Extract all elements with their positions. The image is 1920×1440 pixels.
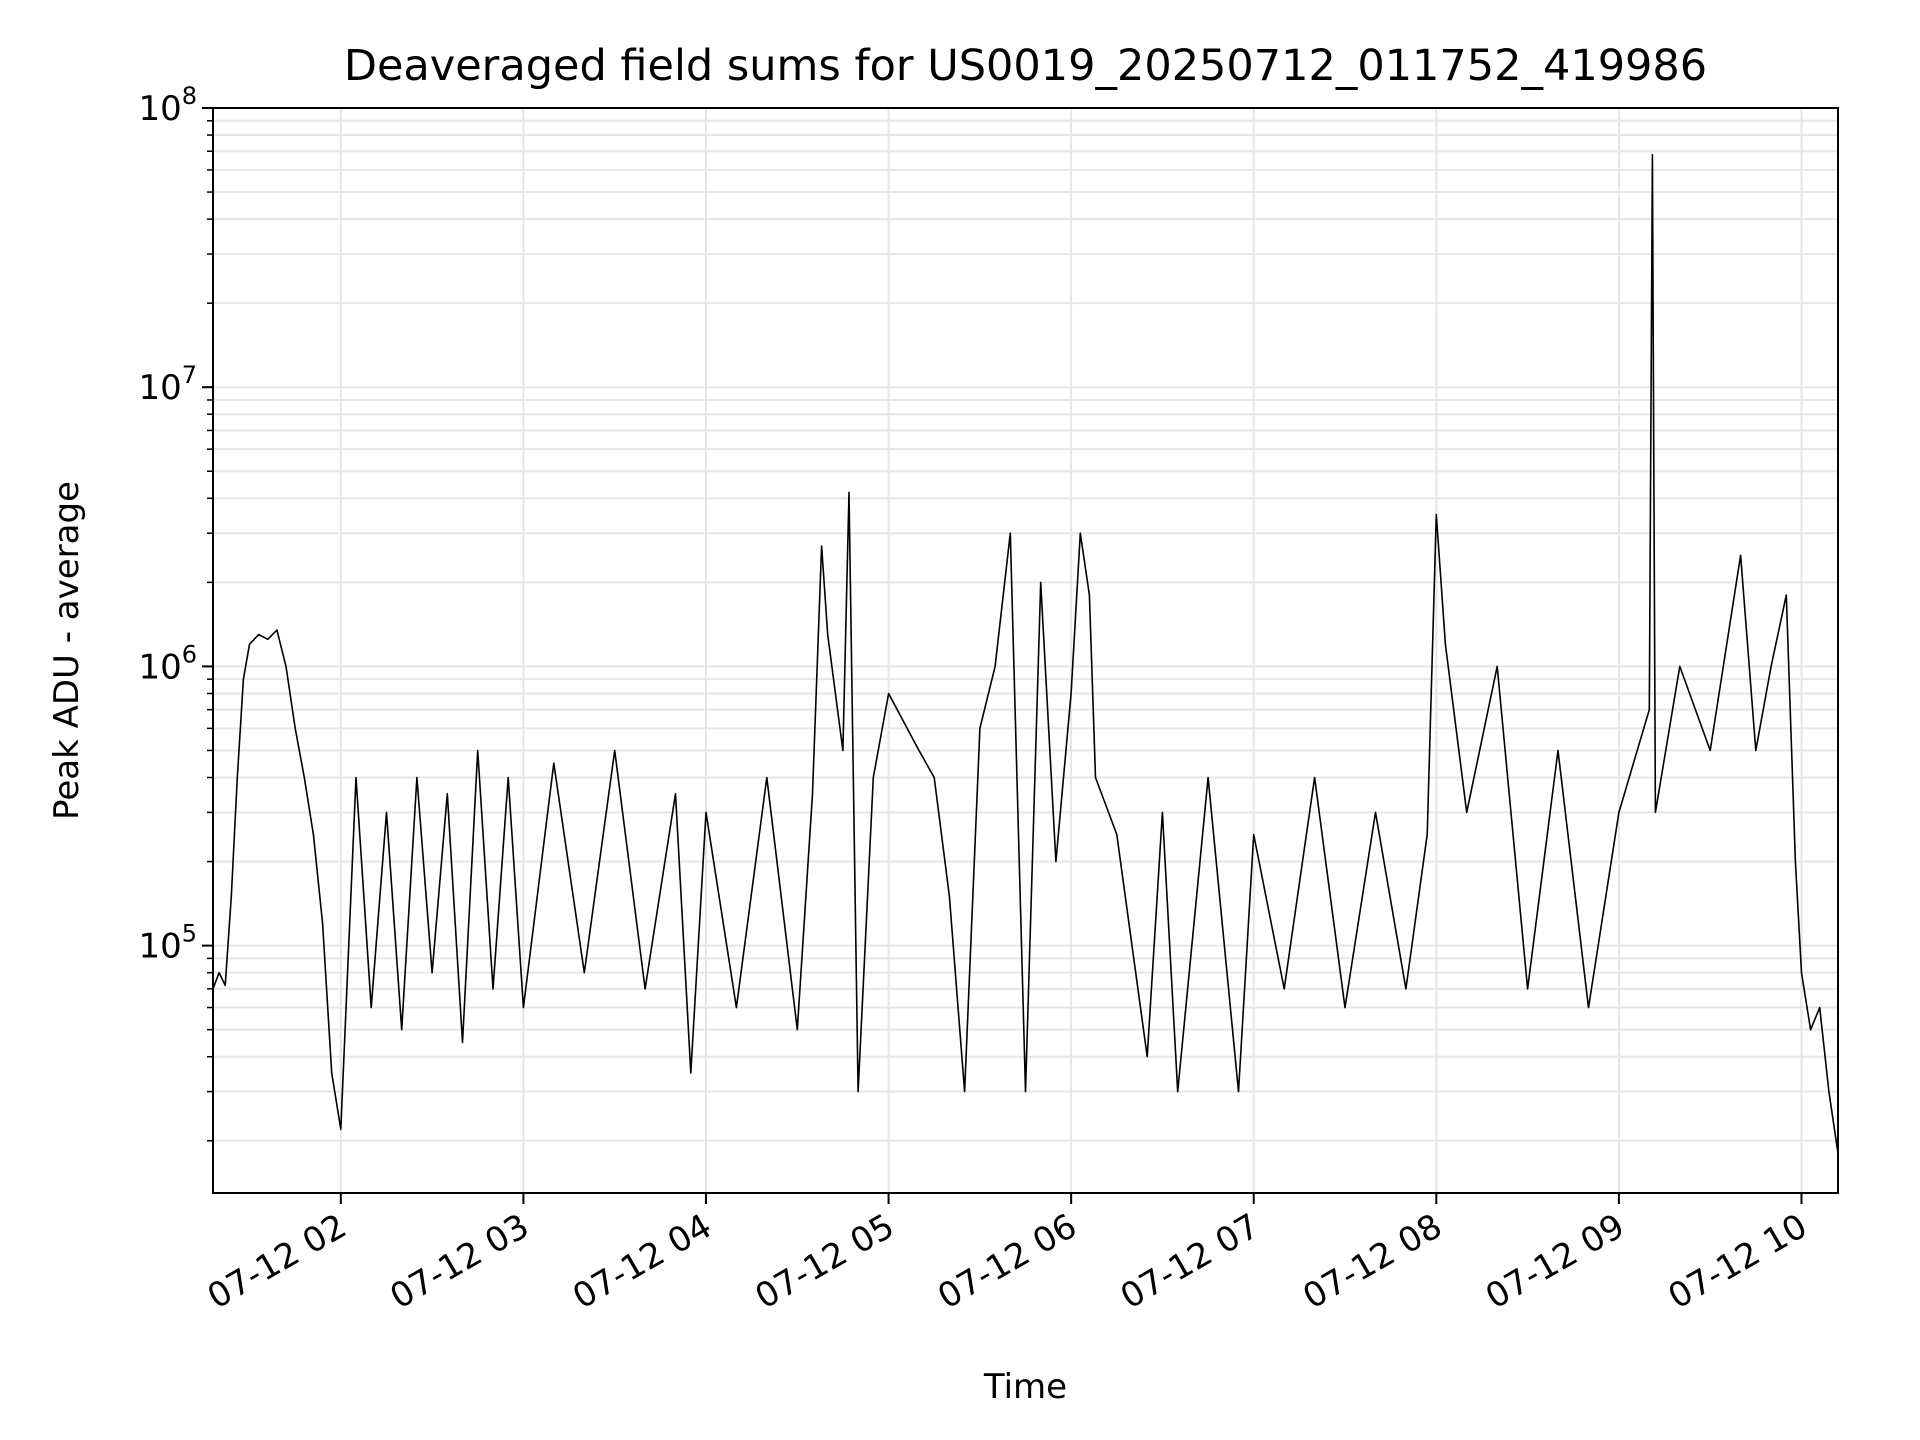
series-layer bbox=[212, 154, 1839, 1154]
y-tick-label: 108 bbox=[138, 82, 197, 129]
plot-frame bbox=[212, 107, 1839, 1194]
y-tick-label: 107 bbox=[138, 361, 197, 408]
y-tick-label: 106 bbox=[138, 640, 197, 687]
series-line bbox=[212, 154, 1839, 1154]
chart-title: Deaveraged field sums for US0019_2025071… bbox=[344, 41, 1707, 91]
y-tick-label: 105 bbox=[138, 920, 197, 967]
x-axis-label: Time bbox=[983, 1367, 1067, 1407]
y-axis-label: Peak ADU - average bbox=[47, 481, 87, 820]
grid-lines bbox=[213, 107, 1838, 1193]
